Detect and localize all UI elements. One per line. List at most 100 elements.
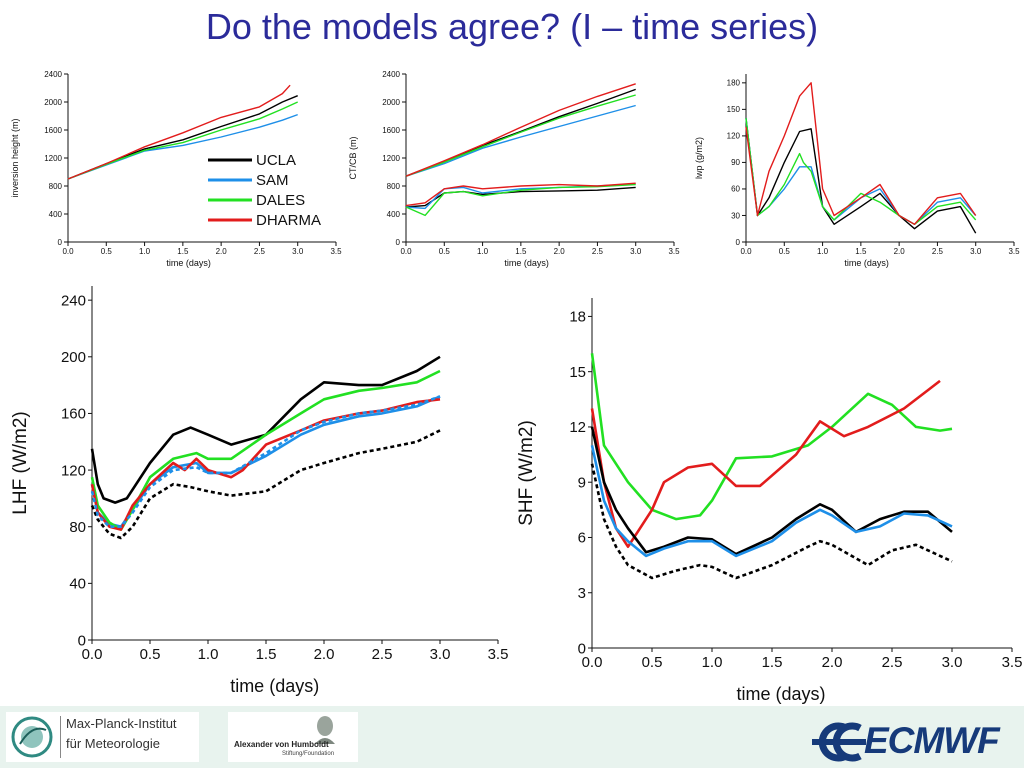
ecmwf-swirl-icon xyxy=(812,722,866,762)
y-tick-label: 15 xyxy=(569,364,586,381)
x-tick-label: 3.0 xyxy=(630,247,642,256)
x-tick-label: 3.5 xyxy=(1002,654,1023,671)
y-tick-label: 2400 xyxy=(44,70,62,79)
x-tick-label: 0.5 xyxy=(779,247,791,256)
series-line-dharma xyxy=(590,379,941,549)
series-line-sam xyxy=(590,445,953,558)
series-line-dales xyxy=(590,353,953,521)
y-tick-label: 0 xyxy=(78,632,86,649)
y-tick-label: 0 xyxy=(736,238,741,247)
series-line-dharma xyxy=(405,182,636,207)
y-tick-label: 0 xyxy=(578,640,586,657)
inversion-height-svg: 0.0 0.5 1.0 1.5 2.0 2.5 3.0 3.5 0 400 800 1200 1600 2… xyxy=(10,70,342,268)
y-tick-label: 200 xyxy=(61,349,86,366)
y-tick-label: 400 xyxy=(49,210,63,219)
chart-inversion-height: 0.0 0.5 1.0 1.5 2.0 2.5 3.0 3.5 0 400 800 1200 1600 2… xyxy=(10,66,342,276)
series-line-dales xyxy=(67,101,298,180)
x-tick-label: 2.0 xyxy=(554,247,566,256)
y-tick-label: 18 xyxy=(569,309,586,326)
y-tick-label: 0 xyxy=(58,238,63,247)
series-line-dales xyxy=(405,94,636,177)
series-line-ucla xyxy=(590,426,953,556)
mpi-name-line1: Max-Planck-Institut xyxy=(66,716,177,731)
mpi-name-line2: für Meteorologie xyxy=(66,736,160,751)
x-tick-label: 2.5 xyxy=(372,646,393,663)
x-tick-label: 2.0 xyxy=(822,654,843,671)
y-tick-label: 1200 xyxy=(382,154,400,163)
y-tick-label: 90 xyxy=(731,158,740,167)
x-axis-label: time (days) xyxy=(166,258,211,268)
x-tick-label: 3.0 xyxy=(942,654,963,671)
y-tick-label: 12 xyxy=(569,419,586,436)
x-tick-label: 2.5 xyxy=(882,654,903,671)
y-tick-label: 120 xyxy=(61,462,86,479)
y-tick-label: 180 xyxy=(727,79,741,88)
x-tick-label: 1.0 xyxy=(139,247,151,256)
x-tick-label: 1.5 xyxy=(855,247,867,256)
y-tick-label: 30 xyxy=(731,211,740,220)
x-tick-label: 1.5 xyxy=(256,646,277,663)
lwp-svg: 0.0 0.5 1.0 1.5 2.0 2.5 3.0 3.5 0 30 60 90 120 150 180… xyxy=(694,74,1020,268)
y-tick-label: 2000 xyxy=(44,98,62,107)
series-line-sam xyxy=(405,104,636,177)
y-tick-label: 400 xyxy=(387,210,401,219)
x-tick-label: 3.5 xyxy=(1008,247,1020,256)
series-line-dales xyxy=(405,183,636,217)
x-tick-label: 0.5 xyxy=(101,247,113,256)
chart-lwp: 0.0 0.5 1.0 1.5 2.0 2.5 3.0 3.5 0 30 60 90 120 150 180… xyxy=(690,66,1020,276)
y-axis-label: CT/CB (m) xyxy=(348,137,358,180)
series-line-dharma xyxy=(405,83,636,177)
x-tick-label: 1.5 xyxy=(177,247,189,256)
chart-lhf: 0.0 0.5 1.0 1.5 2.0 2.5 3.0 3.5 0 40 80 120 160 200 24… xyxy=(0,278,512,706)
x-axis-label: time (days) xyxy=(504,258,549,268)
chart-shf: 0.0 0.5 1.0 1.5 2.0 2.5 3.0 3.5 0 3 6 9 12 15 18 time (… xyxy=(516,286,1024,706)
y-tick-label: 9 xyxy=(578,474,586,491)
x-tick-label: 2.5 xyxy=(932,247,944,256)
series-line-ucla-dashed xyxy=(90,429,441,540)
y-tick-label: 80 xyxy=(69,519,86,536)
x-tick-label: 3.0 xyxy=(970,247,982,256)
legend-label-ucla: UCLA xyxy=(256,152,296,169)
legend-label-dales: DALES xyxy=(256,192,305,209)
x-tick-label: 1.5 xyxy=(515,247,527,256)
x-tick-label: 0.5 xyxy=(642,654,663,671)
humboldt-name: Alexander von Humboldt xyxy=(234,740,329,749)
series-line-dales xyxy=(745,118,977,226)
x-tick-label: 3.0 xyxy=(430,646,451,663)
y-axis-label: LHF (W/m2) xyxy=(10,411,31,514)
x-tick-label: 3.0 xyxy=(292,247,304,256)
x-tick-label: 0.0 xyxy=(62,247,74,256)
y-tick-label: 150 xyxy=(727,105,741,114)
ct-cb-svg: 0.0 0.5 1.0 1.5 2.0 2.5 3.0 3.5 0 400 800 1200 1600 2… xyxy=(348,70,680,268)
x-tick-label: 1.0 xyxy=(702,654,723,671)
x-tick-label: 2.5 xyxy=(254,247,266,256)
y-axis-label: inversion height (m) xyxy=(10,118,20,197)
y-axis-label: lwp (g/m2) xyxy=(694,137,704,179)
x-tick-label: 1.0 xyxy=(477,247,489,256)
legend-label-dharma: DHARMA xyxy=(256,212,321,229)
y-tick-label: 2000 xyxy=(382,98,400,107)
x-tick-label: 0.5 xyxy=(140,646,161,663)
y-tick-label: 3 xyxy=(578,585,586,602)
x-tick-label: 2.5 xyxy=(592,247,604,256)
x-tick-label: 1.5 xyxy=(762,654,783,671)
series-line-sam-dashed xyxy=(90,395,441,528)
y-tick-label: 1600 xyxy=(382,126,400,135)
y-tick-label: 800 xyxy=(387,182,401,191)
x-tick-label: 0.0 xyxy=(740,247,752,256)
x-tick-label: 2.0 xyxy=(894,247,906,256)
x-tick-label: 3.5 xyxy=(330,247,342,256)
series-line-ucla xyxy=(90,355,441,504)
x-tick-label: 2.0 xyxy=(314,646,335,663)
series-line-sam xyxy=(67,113,298,180)
x-tick-label: 3.5 xyxy=(488,646,509,663)
humboldt-subtitle: Stiftung/Foundation xyxy=(282,751,335,757)
series-line-dharma xyxy=(745,82,977,226)
x-tick-label: 1.0 xyxy=(817,247,829,256)
y-tick-label: 120 xyxy=(727,132,741,141)
x-axis-label: time (days) xyxy=(736,684,825,704)
x-tick-label: 0.5 xyxy=(439,247,451,256)
y-tick-label: 2400 xyxy=(382,70,400,79)
y-tick-label: 160 xyxy=(61,406,86,423)
x-tick-label: 2.0 xyxy=(216,247,228,256)
